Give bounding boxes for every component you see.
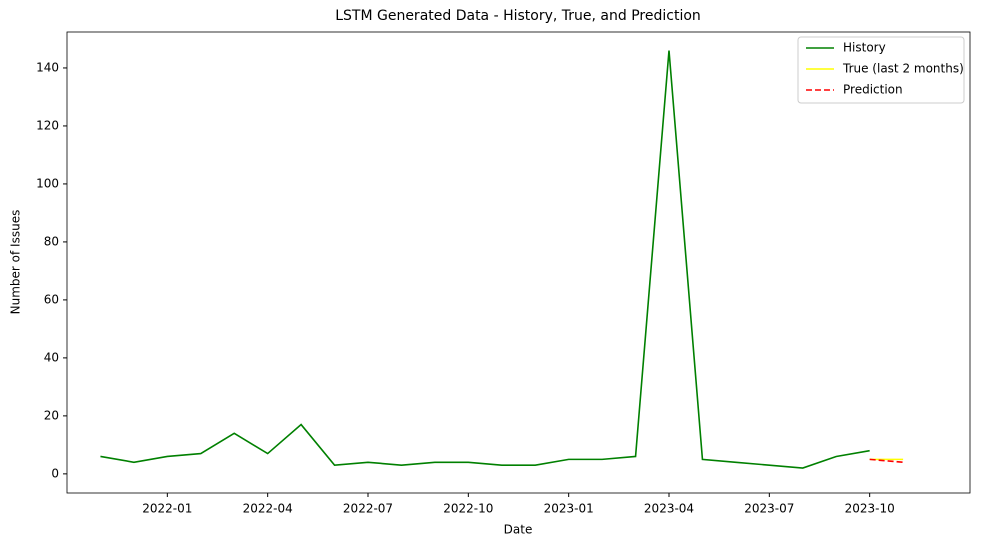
y-tick-label: 40	[44, 350, 59, 364]
x-tick-label: 2023-01	[544, 502, 594, 516]
y-tick-label: 120	[36, 118, 59, 132]
plot-frame	[66, 31, 971, 494]
y-tick-label: 0	[51, 466, 59, 480]
x-tick-label: 2022-10	[443, 502, 493, 516]
x-tick-label: 2022-04	[243, 502, 293, 516]
legend-label: True (last 2 months)	[842, 62, 964, 76]
chart-title: LSTM Generated Data - History, True, and…	[335, 8, 701, 24]
series-line	[869, 458, 904, 464]
legend-label: History	[843, 41, 886, 55]
legend-label: Prediction	[843, 83, 903, 97]
y-tick-label: 140	[36, 60, 59, 74]
y-tick-label: 60	[44, 292, 59, 306]
y-tick-label: 100	[36, 176, 59, 190]
legend-box	[797, 36, 965, 104]
x-tick-label: 2022-01	[142, 502, 192, 516]
y-axis-label: Number of Issues	[9, 210, 23, 315]
series-line	[100, 50, 870, 469]
x-tick-label: 2023-04	[644, 502, 694, 516]
x-tick-label: 2023-10	[845, 502, 895, 516]
x-tick-label: 2023-07	[744, 502, 794, 516]
x-axis-label: Date	[504, 523, 533, 537]
y-tick-label: 20	[44, 408, 59, 422]
x-tick-label: 2022-07	[343, 502, 393, 516]
y-tick-label: 80	[44, 234, 59, 248]
